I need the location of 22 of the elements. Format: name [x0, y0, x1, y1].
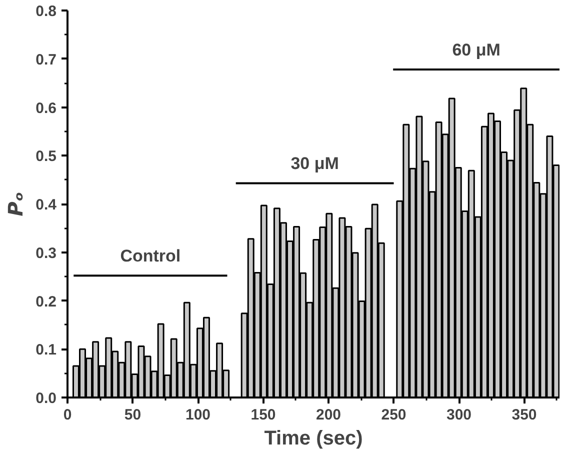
x-tick-label: 350	[512, 406, 537, 424]
x-tick-label: 200	[316, 406, 342, 424]
y-tick-label: 0.6	[36, 100, 57, 117]
y-tick-label: 0.3	[36, 244, 57, 262]
y-tick-label: 0.4	[36, 196, 58, 214]
x-tick-label: 300	[446, 406, 472, 424]
x-axis-title: Time (sec)	[264, 428, 363, 450]
annotation: 30 μM	[290, 154, 339, 174]
x-tick-label: 0	[63, 406, 72, 424]
y-tick-label: 0.2	[36, 293, 57, 310]
y-tick-label: 0.8	[36, 3, 57, 20]
annotation: 60 μM	[452, 40, 500, 60]
y-tick-label: 0.1	[36, 342, 57, 359]
y-tick-label: 0.5	[36, 148, 57, 166]
y-axis-title: Pₒ	[4, 192, 28, 216]
y-tick-label: 0.7	[36, 51, 57, 68]
y-tick-label: 0.0	[36, 390, 57, 407]
x-tick-label: 250	[381, 406, 406, 424]
x-tick-label: 50	[124, 406, 142, 424]
x-tick-label: 150	[250, 406, 276, 424]
x-tick-label: 100	[185, 406, 211, 424]
annotation: Control	[120, 246, 181, 266]
